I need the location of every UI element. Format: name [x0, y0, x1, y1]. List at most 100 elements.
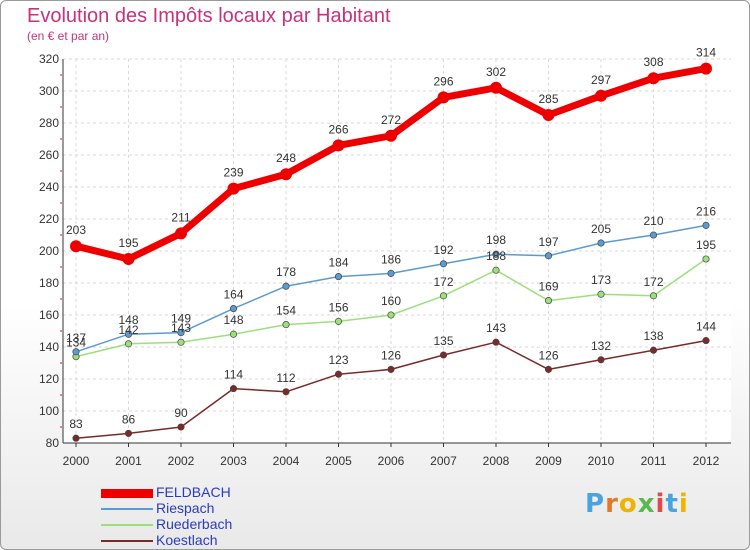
data-point-ruederbach: [387, 311, 395, 319]
data-point-feldbach: [700, 62, 712, 75]
data-label-ruederbach: 172: [433, 275, 453, 289]
data-point-koestlach: [439, 351, 448, 359]
data-point-koestlach: [544, 365, 553, 373]
y-tick-label: 80: [46, 436, 60, 450]
data-point-feldbach: [122, 253, 135, 265]
data-point-ruederbach: [492, 266, 500, 274]
data-point-ruederbach: [702, 255, 710, 263]
data-label-ruederbach: 188: [486, 249, 506, 263]
data-point-koestlach: [387, 365, 395, 373]
y-tick-label: 220: [39, 212, 59, 226]
data-point-ruederbach: [597, 290, 605, 298]
data-point-riespach: [177, 329, 185, 337]
data-point-feldbach: [227, 182, 240, 195]
legend-item-koestlach: Koestlach: [101, 532, 301, 549]
x-tick-label: 2009: [535, 454, 562, 468]
data-label-koestlach: 143: [486, 321, 506, 335]
data-label-koestlach: 86: [122, 412, 136, 426]
logo-letter: i: [678, 489, 689, 519]
data-point-feldbach: [280, 168, 292, 181]
data-label-ruederbach: 154: [276, 304, 296, 318]
series-ruederbach: [72, 255, 710, 361]
data-point-koestlach: [177, 423, 185, 431]
y-tick-label: 200: [39, 244, 59, 258]
x-tick-label: 2005: [325, 454, 352, 468]
logo-letter: P: [585, 489, 606, 519]
data-point-riespach: [544, 252, 553, 260]
data-point-riespach: [124, 330, 133, 338]
data-point-koestlach: [124, 429, 133, 437]
data-point-riespach: [597, 239, 605, 247]
data-label-ruederbach: 156: [328, 300, 348, 314]
logo-letter: x: [637, 489, 656, 519]
y-minor-tick: [60, 426, 62, 428]
data-label-riespach: 178: [276, 265, 296, 279]
data-label-ruederbach: 134: [66, 336, 86, 350]
data-point-ruederbach: [282, 321, 290, 329]
y-minor-tick: [60, 106, 62, 108]
legend-swatch: [101, 488, 153, 498]
y-tick-label: 120: [39, 372, 59, 386]
data-point-ruederbach: [124, 340, 133, 348]
y-tick-label: 160: [39, 308, 59, 322]
data-point-koestlach: [72, 434, 80, 442]
legend-label: FELDBACH: [156, 484, 231, 500]
data-point-feldbach: [175, 227, 187, 240]
data-label-ruederbach: 195: [696, 238, 716, 252]
y-tick-label: 320: [39, 52, 59, 66]
proxiti-logo: Proxiti: [585, 489, 689, 519]
data-point-ruederbach: [439, 292, 448, 300]
data-label-feldbach: 272: [381, 113, 401, 127]
x-tick-label: 2004: [273, 454, 300, 468]
data-point-riespach: [282, 282, 290, 290]
data-label-riespach: 164: [223, 288, 243, 302]
y-minor-tick: [60, 138, 62, 140]
data-label-koestlach: 123: [328, 353, 348, 367]
series-koestlach: [72, 337, 710, 442]
data-point-riespach: [702, 221, 710, 229]
y-minor-tick: [60, 170, 62, 172]
data-point-koestlach: [702, 337, 710, 345]
legend-item-ruederbach: Ruederbach: [101, 516, 301, 533]
x-tick-label: 2003: [220, 454, 247, 468]
data-label-feldbach: 266: [328, 122, 348, 136]
y-minor-tick: [60, 298, 62, 300]
data-label-ruederbach: 172: [643, 275, 663, 289]
data-label-koestlach: 135: [433, 334, 453, 348]
data-point-riespach: [72, 348, 80, 356]
plot-area: [63, 59, 731, 443]
data-point-ruederbach: [334, 317, 343, 325]
y-tick-label: 240: [39, 180, 59, 194]
data-point-koestlach: [282, 388, 290, 396]
data-label-ruederbach: 173: [591, 273, 611, 287]
x-tick-label: 2008: [483, 454, 510, 468]
y-tick-label: 140: [39, 340, 59, 354]
y-tick-label: 280: [39, 116, 59, 130]
data-point-koestlach: [229, 385, 238, 393]
data-point-riespach: [334, 273, 343, 281]
data-point-ruederbach: [649, 292, 658, 300]
data-label-riespach: 192: [433, 243, 453, 257]
data-label-koestlach: 90: [174, 406, 188, 420]
y-minor-tick: [60, 362, 62, 364]
y-tick-label: 300: [39, 84, 59, 98]
x-tick-label: 2001: [115, 454, 142, 468]
data-label-riespach: 137: [66, 331, 86, 345]
data-point-feldbach: [385, 129, 397, 142]
y-tick-label: 100: [39, 404, 59, 418]
data-point-koestlach: [649, 346, 658, 354]
data-label-feldbach: 203: [66, 223, 86, 237]
series-feldbach: [70, 62, 712, 265]
data-label-koestlach: 126: [381, 348, 401, 362]
series-riespach: [72, 221, 710, 356]
data-label-koestlach: 83: [69, 417, 83, 431]
data-point-koestlach: [492, 338, 500, 346]
y-minor-tick: [60, 202, 62, 204]
data-point-feldbach: [70, 240, 82, 253]
x-tick-label: 2002: [168, 454, 195, 468]
logo-letter: t: [665, 489, 679, 519]
y-minor-tick: [60, 234, 62, 236]
data-label-koestlach: 126: [538, 348, 558, 362]
data-label-riespach: 186: [381, 252, 401, 266]
data-point-feldbach: [332, 139, 345, 152]
